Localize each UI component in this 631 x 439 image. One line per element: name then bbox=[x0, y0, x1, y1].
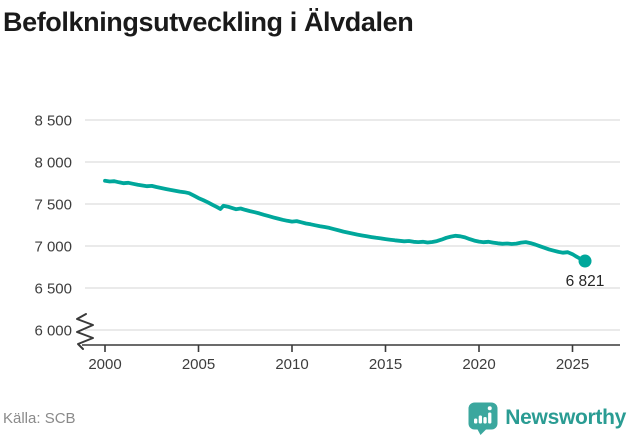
x-tick-label: 2010 bbox=[275, 356, 308, 373]
y-tick-label: 8 500 bbox=[34, 113, 72, 130]
x-tick-label: 2000 bbox=[88, 356, 121, 373]
y-tick-label: 6 500 bbox=[34, 281, 72, 298]
newsworthy-logo-icon bbox=[468, 402, 498, 435]
x-tick-label: 2005 bbox=[182, 356, 215, 373]
x-tick-label: 2020 bbox=[462, 356, 495, 373]
chart-footer: Källa: SCB Newsworthy bbox=[3, 401, 626, 435]
newsworthy-brand[interactable]: Newsworthy bbox=[468, 402, 626, 435]
brand-name-label: Newsworthy bbox=[505, 406, 626, 429]
y-tick-label: 8 000 bbox=[34, 155, 72, 172]
end-value-label: 6 821 bbox=[566, 273, 605, 290]
population-line bbox=[103, 178, 587, 263]
x-tick-label: 2015 bbox=[369, 356, 402, 373]
y-tick-label: 7 000 bbox=[34, 239, 72, 256]
x-tick-label: 2025 bbox=[556, 356, 589, 373]
y-tick-label: 6 000 bbox=[34, 323, 72, 340]
source-label: Källa: SCB bbox=[3, 409, 76, 427]
line-end-dot bbox=[578, 254, 592, 268]
page-title: Befolkningsutveckling i Älvdalen bbox=[3, 7, 414, 37]
axis-break-icon bbox=[76, 313, 94, 350]
population-line-chart: 8 500 8 000 7 500 7 000 6 500 6 000 2000 2005 20… bbox=[34, 113, 620, 373]
y-tick-label: 7 500 bbox=[34, 197, 72, 214]
